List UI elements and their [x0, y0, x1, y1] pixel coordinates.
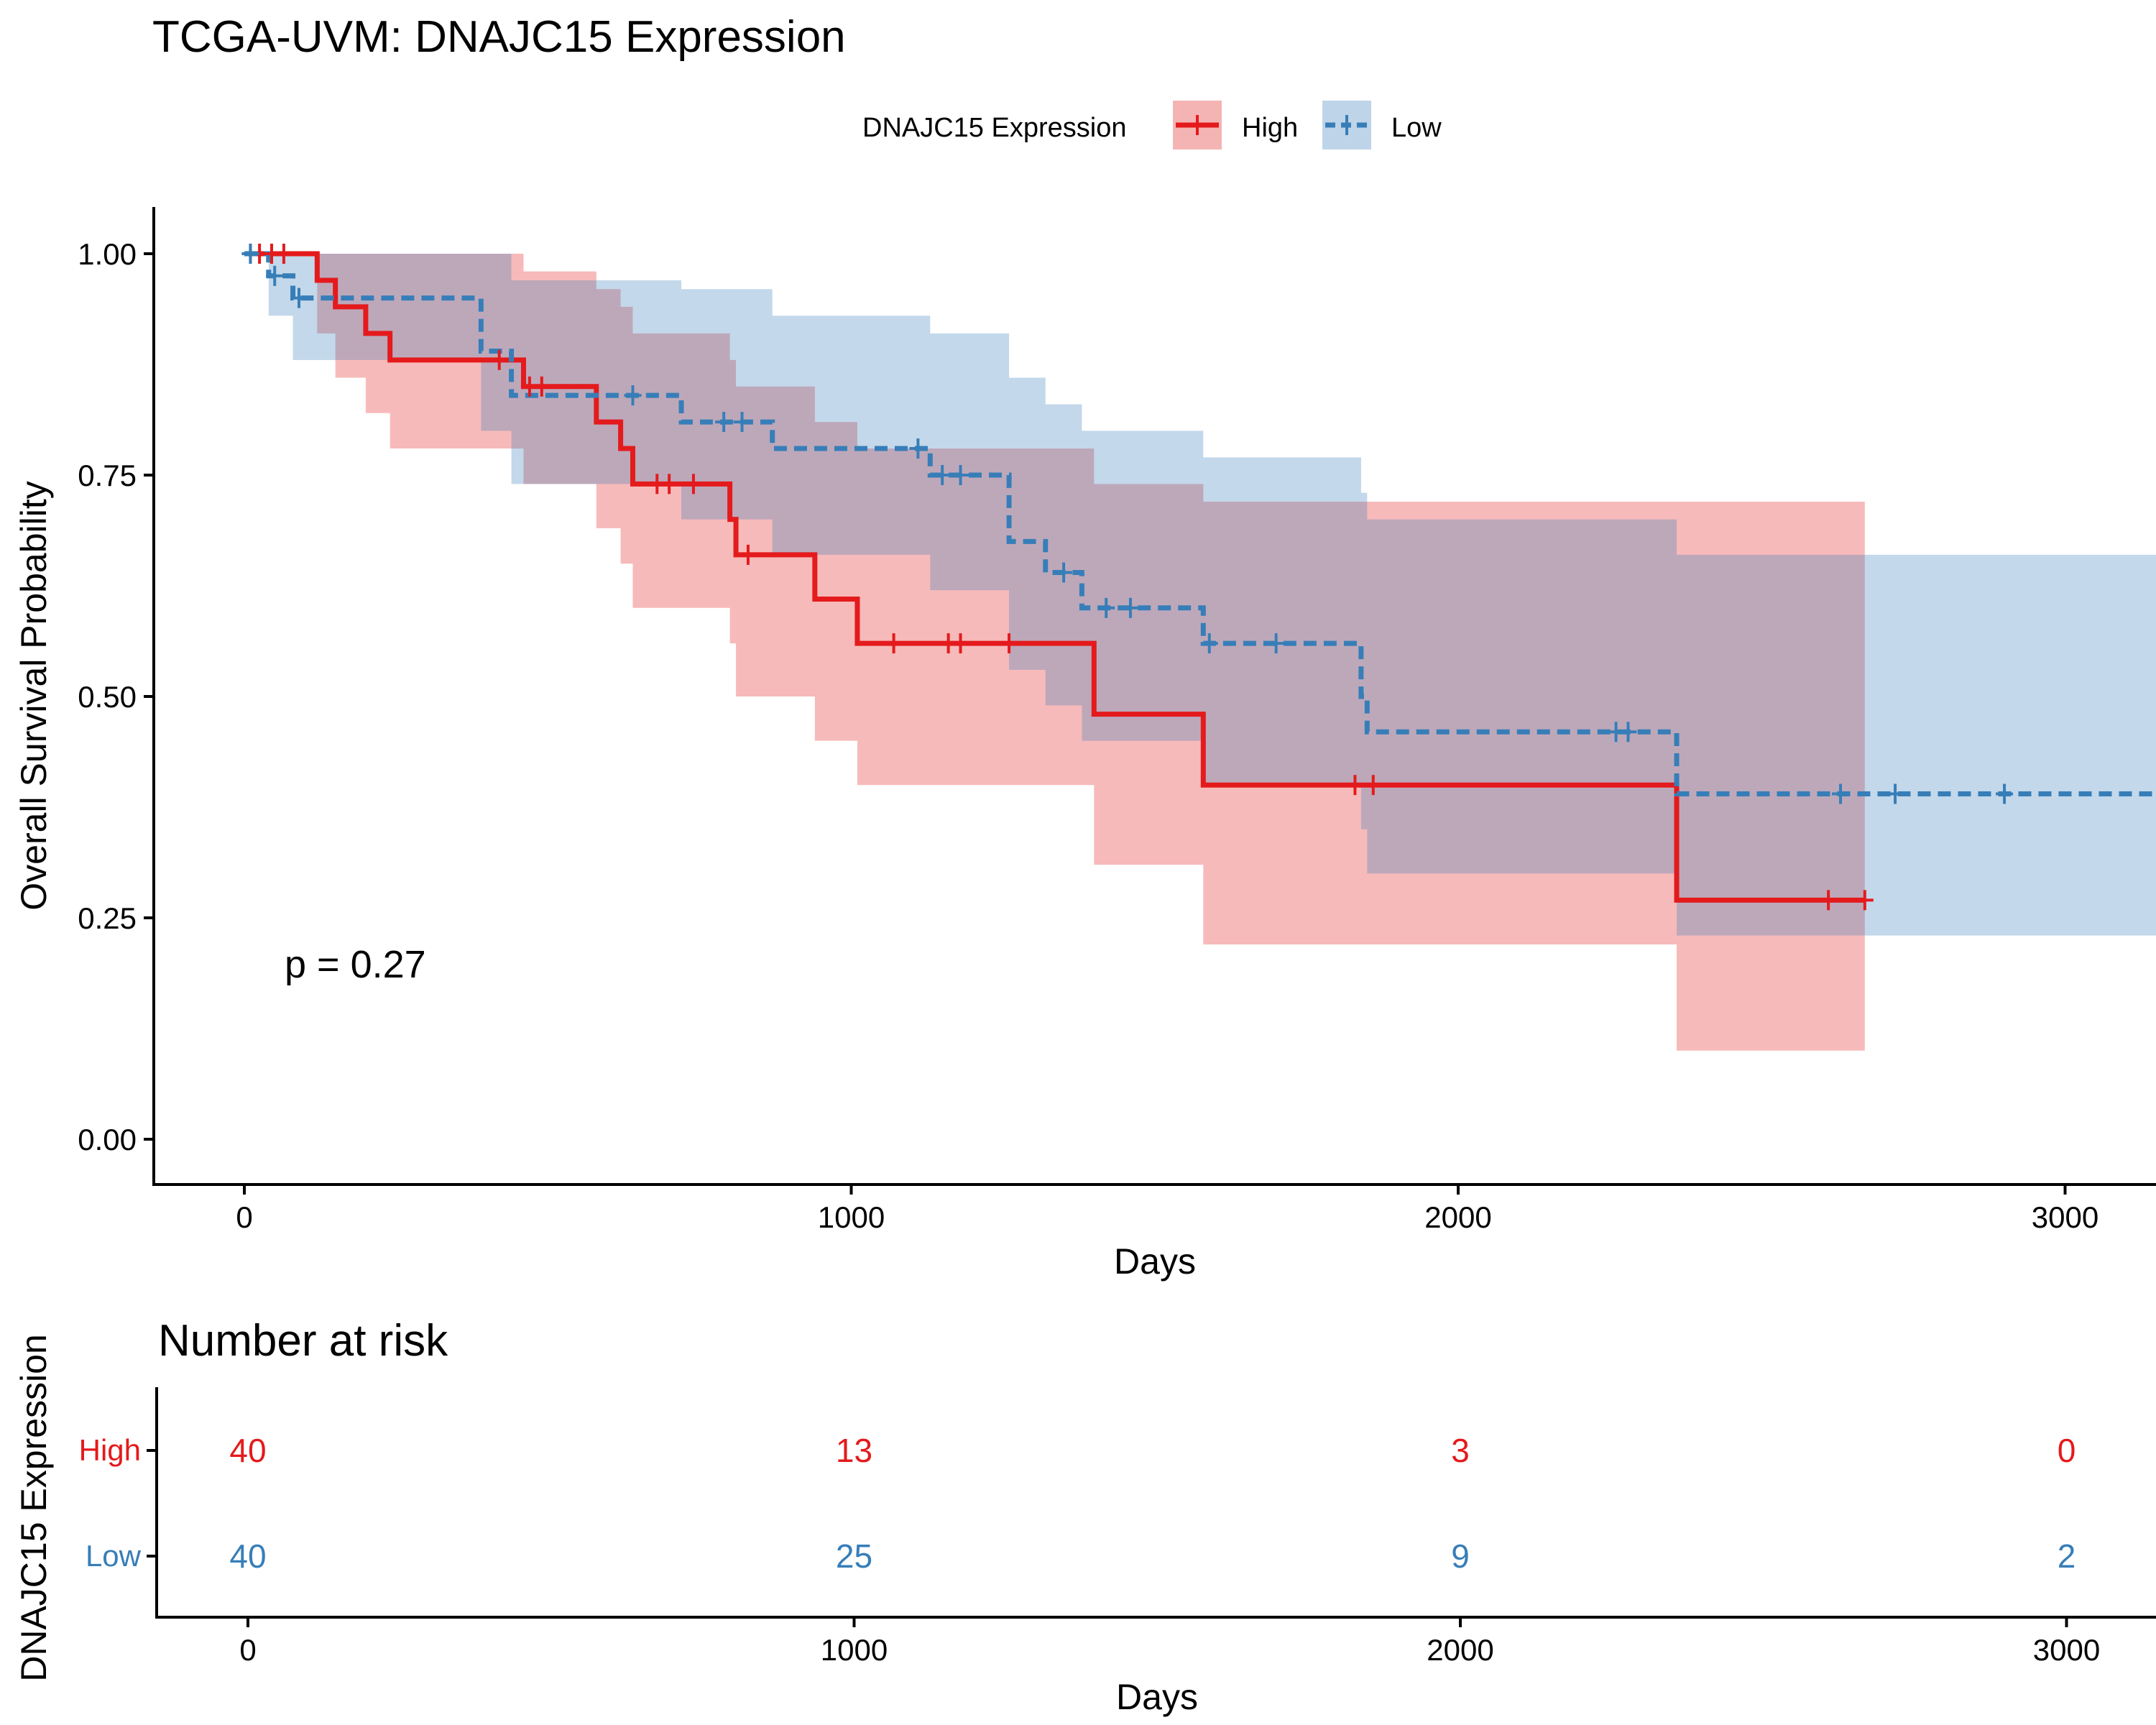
confidence-band-high	[244, 254, 1865, 1051]
censor-marks	[241, 244, 2014, 911]
censor-mark-low	[715, 412, 733, 433]
risk-value-low: 2	[2058, 1537, 2076, 1575]
censor-mark-high	[952, 633, 969, 654]
x-tick-label: 1000	[818, 1200, 885, 1234]
y-tick-label: 1.00	[78, 237, 137, 271]
risk-table-axes	[155, 1387, 2156, 1619]
confidence-bands	[244, 254, 2156, 1051]
legend-label-high: High	[1242, 113, 1298, 143]
censor-mark-low	[1055, 562, 1073, 583]
y-tick-label: 0.50	[78, 680, 137, 714]
censor-mark-low	[290, 288, 308, 308]
censor-mark-low	[1121, 597, 1139, 618]
censor-mark-high	[1820, 890, 1838, 911]
risk-x-tick-label: 0	[239, 1633, 256, 1667]
y-axis-ticks: 0.00 0.25 0.50 0.75 1.00	[78, 237, 154, 1156]
risk-x-tick-label: 2000	[1427, 1633, 1493, 1667]
risk-value-low: 9	[1451, 1537, 1470, 1575]
risk-x-axis-ticks: 0 1000 2000 3000	[239, 1617, 2100, 1667]
risk-x-tick-label: 3000	[2033, 1633, 2100, 1667]
censor-mark-high	[490, 349, 508, 370]
legend: DNAJC15 Expression High Low	[862, 101, 1442, 150]
censor-mark-low	[266, 265, 284, 286]
censor-mark-low	[1267, 633, 1285, 654]
censor-mark-high	[1346, 775, 1364, 796]
censor-mark-high	[660, 474, 678, 494]
risk-value-high: 13	[836, 1432, 872, 1469]
censor-mark-low	[241, 244, 259, 264]
risk-value-low: 25	[836, 1537, 872, 1575]
risk-row-label-low: Low	[86, 1539, 142, 1573]
censor-mark-high	[1364, 775, 1382, 796]
censor-mark-low	[909, 438, 927, 459]
survival-curve-high	[244, 251, 1865, 903]
risk-value-high: 0	[2058, 1432, 2076, 1469]
censor-mark-low	[624, 385, 642, 406]
risk-value-high: 3	[1451, 1432, 1470, 1469]
censor-mark-high	[684, 474, 702, 494]
y-tick-label: 0.00	[78, 1123, 137, 1156]
survival-curves	[244, 251, 2156, 903]
x-tick-label: 2000	[1424, 1200, 1491, 1234]
y-tick-label: 0.25	[78, 901, 137, 935]
x-axis-label: Days	[1114, 1241, 1196, 1282]
chart-title: TCGA-UVM: DNAJC15 Expression	[152, 12, 846, 62]
risk-value-low: 40	[229, 1537, 266, 1575]
censor-mark-low	[952, 465, 969, 485]
p-value-annotation: p = 0.27	[285, 943, 426, 986]
x-axis-ticks: 0 1000 2000 3000	[236, 1184, 2099, 1234]
legend-title: DNAJC15 Expression	[862, 113, 1126, 143]
censor-mark-high	[739, 544, 757, 565]
y-tick-label: 0.75	[78, 459, 137, 492]
censor-mark-high	[885, 633, 903, 654]
censor-mark-low	[1996, 783, 2014, 804]
x-tick-label: 3000	[2032, 1200, 2099, 1234]
censor-mark-low	[1619, 722, 1637, 742]
censor-mark-high	[1000, 633, 1018, 654]
risk-row-label-high: High	[79, 1433, 141, 1467]
risk-table-rows: High 40 13 3 0 Low 40 25 9 2	[79, 1432, 2076, 1575]
risk-x-tick-label: 1000	[821, 1633, 888, 1667]
censor-mark-low	[1200, 633, 1218, 654]
censor-mark-low	[733, 412, 751, 433]
survival-curve-low	[244, 251, 2156, 797]
risk-y-axis-label: DNAJC15 Expression	[14, 1334, 54, 1682]
censor-mark-low	[1886, 783, 1904, 804]
risk-value-high: 40	[229, 1432, 266, 1469]
censor-mark-low	[1097, 597, 1115, 618]
censor-mark-low	[1832, 783, 1850, 804]
censor-mark-high	[1856, 890, 1874, 911]
censor-mark-low	[934, 465, 952, 485]
risk-x-axis-label: Days	[1116, 1677, 1198, 1717]
legend-label-low: Low	[1391, 113, 1442, 143]
censor-mark-high	[275, 244, 292, 264]
censor-mark-high	[533, 376, 550, 397]
x-tick-label: 0	[236, 1200, 252, 1234]
risk-table-title: Number at risk	[158, 1316, 448, 1366]
y-axis-label: Overall Survival Probability	[14, 481, 54, 910]
